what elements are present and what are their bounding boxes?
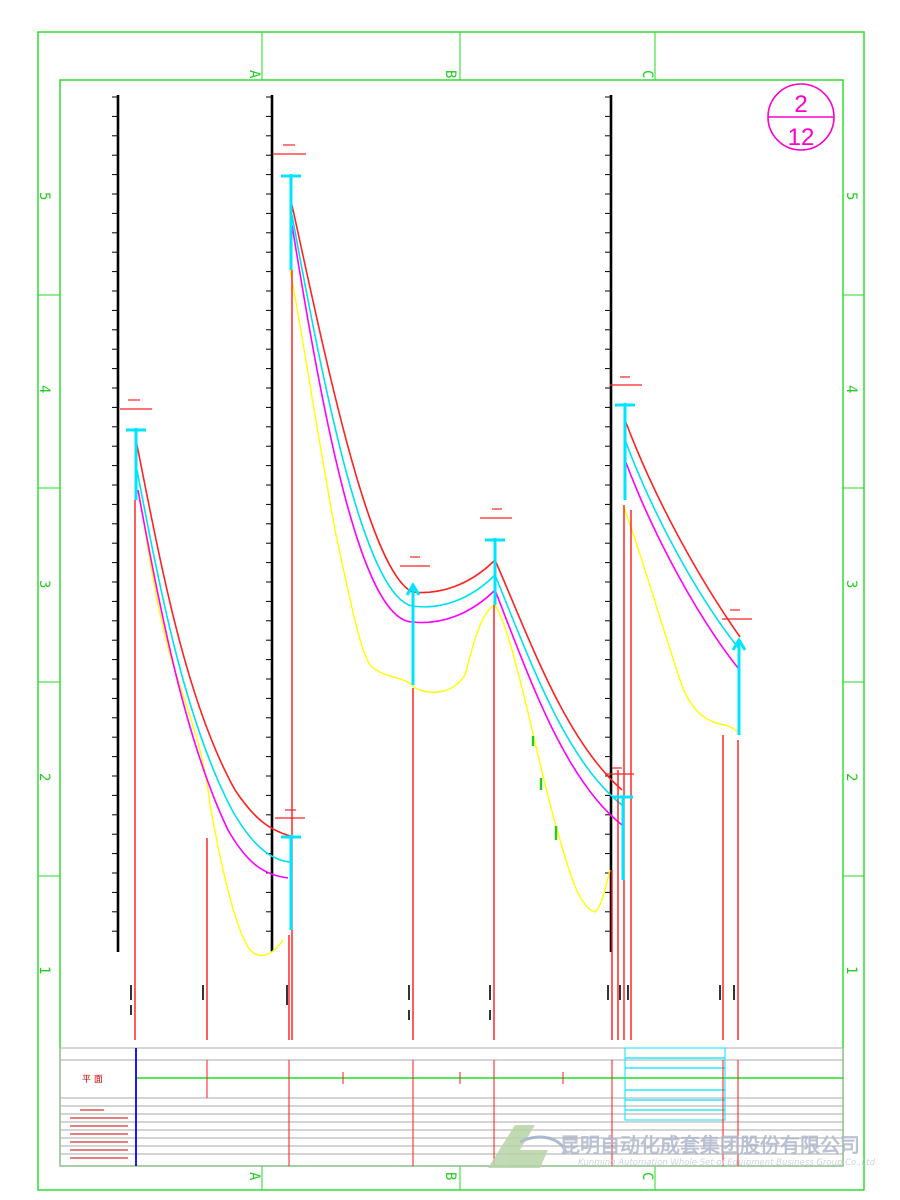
conductor-upper (135, 204, 741, 837)
tower-icon (485, 538, 505, 605)
zone-col-a-bottom: A (246, 1172, 262, 1181)
tower-icon (615, 403, 635, 500)
table-frame (59, 1047, 844, 1167)
table-station-ticks (206, 1060, 739, 1166)
zone-ticks (38, 32, 864, 1190)
company-logo-swoosh (519, 1135, 568, 1153)
ground-line-span-1 (139, 499, 284, 956)
table-plan-row-label: 平 面 (82, 1074, 103, 1085)
zone-row-1-right: 1 (843, 966, 859, 974)
zone-row-5-left: 5 (36, 192, 52, 200)
zone-labels-top: A B C (246, 70, 655, 79)
scale-ticks (112, 96, 611, 932)
zone-row-3-left: 3 (36, 580, 52, 588)
tower-icon (281, 835, 301, 930)
tower-annotations (120, 144, 752, 819)
zone-labels-right: 5 4 3 2 1 (843, 192, 859, 974)
zone-row-4-left: 4 (36, 385, 52, 393)
table-highlight-block (624, 1047, 726, 1121)
conductor-upper-span-3 (494, 559, 623, 791)
conductor-mid-span-4 (624, 439, 741, 651)
sheet-number: 2 (794, 91, 807, 118)
sheet-total: 12 (788, 124, 815, 151)
conductor-mid-span-1 (136, 469, 291, 863)
zone-row-5-right: 5 (843, 192, 859, 200)
tower-icon (731, 637, 747, 735)
zone-col-b-top: B (442, 70, 458, 78)
zone-col-b-bottom: B (442, 1172, 458, 1180)
tower-icon (405, 582, 421, 685)
scale-bars (116, 95, 613, 952)
company-logo-icon (488, 1125, 548, 1168)
inner-frame (59, 79, 844, 1167)
tower-icon (281, 174, 301, 270)
conductor-upper-span-4 (624, 419, 741, 638)
conductor-mid (136, 214, 741, 863)
conductor-lower-span-1 (137, 489, 289, 879)
conductor-upper-span-2 (291, 204, 496, 594)
table-row-headers (70, 1109, 128, 1159)
zone-col-a-top: A (246, 70, 262, 79)
conductor-lower-span-4 (624, 459, 739, 669)
zone-row-2-left: 2 (36, 773, 52, 781)
tower-icon (126, 428, 146, 500)
sheet-number-marker: 2 12 (767, 83, 835, 151)
conductor-upper-span-1 (135, 439, 291, 837)
conductor-lower-span-2 (291, 224, 496, 624)
towers (126, 174, 747, 930)
ground-profile (139, 269, 739, 956)
company-watermark: 昆明自动化成套集团股份有限公司 Kunming Automation Whole… (488, 1125, 876, 1168)
conductor-mid-span-3 (494, 574, 623, 806)
table-highlight-lines (625, 1057, 725, 1111)
conductor-lower-span-3 (494, 589, 623, 826)
zone-row-2-right: 2 (843, 773, 859, 781)
table-rows (60, 1059, 843, 1155)
conductor-mid-span-2 (291, 214, 496, 608)
ground-line-span-2 (289, 269, 611, 913)
pole-lines (134, 270, 739, 1040)
zone-row-4-right: 4 (843, 385, 859, 393)
watermark-company-en: Kunming Automation Whole Set of Equipmen… (578, 1158, 876, 1168)
outer-frame (37, 31, 865, 1191)
conductor-lower (137, 224, 739, 879)
crossing-markers (531, 736, 558, 840)
zone-row-1-left: 1 (36, 966, 52, 974)
zone-col-c-bottom: C (639, 1172, 655, 1180)
station-labels (130, 985, 735, 1020)
ground-line-span-3 (622, 504, 739, 734)
tower-icon (613, 795, 633, 880)
zone-labels-left: 5 4 3 2 1 (36, 192, 52, 974)
profile-table: 平 面 (59, 1047, 844, 1167)
zone-col-c-top: C (639, 70, 655, 78)
zone-labels-bottom: A B C (246, 1172, 655, 1181)
watermark-company-cn: 昆明自动化成套集团股份有限公司 (560, 1133, 860, 1157)
zone-row-3-right: 3 (843, 580, 859, 588)
